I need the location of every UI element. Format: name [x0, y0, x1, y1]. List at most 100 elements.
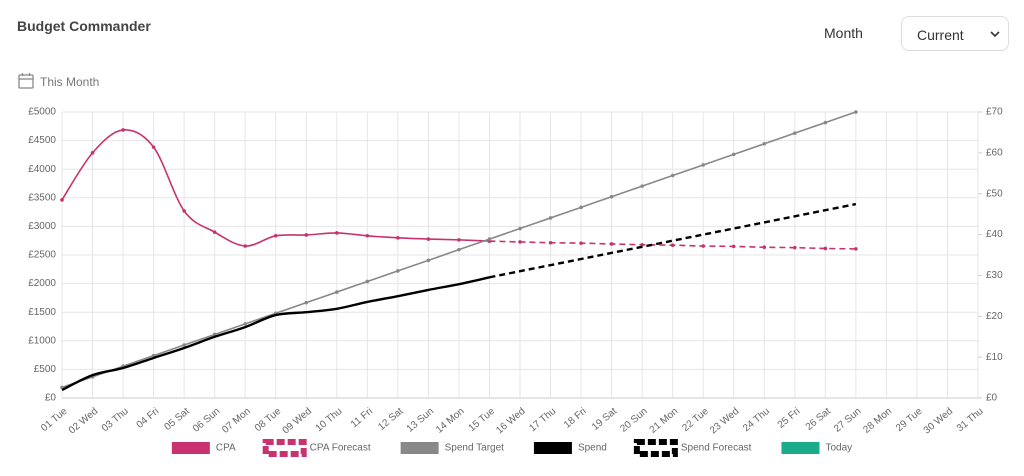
series-point — [762, 245, 767, 250]
series-point — [762, 142, 767, 146]
series-point — [579, 205, 583, 210]
series-point — [854, 110, 858, 114]
x-tick-label: 15 Tue — [467, 406, 498, 434]
legend-swatch — [633, 439, 678, 457]
series-point — [426, 237, 431, 241]
x-tick-label: 29 Tue — [894, 406, 925, 434]
legend-label: CPA Forecast — [310, 443, 371, 454]
series-point — [365, 233, 370, 238]
y2-tick-label: £0 — [986, 393, 998, 404]
series-point — [640, 242, 644, 247]
series-point — [212, 230, 217, 234]
x-tick-label: 03 Thu — [100, 406, 131, 434]
x-tick-label: 31 Thu — [955, 406, 986, 434]
x-tick-label: 20 Sun — [618, 406, 649, 435]
legend-label: Spend Target — [445, 443, 505, 454]
y-tick-label: £3500 — [28, 192, 56, 203]
x-tick-label: 17 Thu — [527, 406, 558, 434]
x-tick-label: 08 Tue — [253, 406, 284, 434]
series-point — [701, 163, 705, 167]
y2-tick-label: £10 — [986, 352, 1003, 363]
x-tick-label: 01 Tue — [39, 406, 70, 434]
series-point — [609, 242, 614, 246]
series-point — [701, 244, 705, 248]
series-point — [121, 128, 125, 132]
series-point — [182, 209, 186, 213]
y-tick-label: £4500 — [28, 135, 56, 146]
x-tick-label: 13 Sun — [405, 406, 436, 435]
series-point — [609, 194, 614, 199]
y2-tick-label: £50 — [986, 188, 1003, 199]
x-tick-label: 16 Wed — [494, 406, 527, 436]
series-point — [823, 120, 828, 125]
legend-label: CPA — [216, 443, 236, 454]
series-point — [823, 246, 828, 251]
y-tick-label: £4000 — [28, 164, 56, 175]
series-point — [457, 247, 461, 252]
y-tick-label: £2500 — [28, 250, 56, 261]
x-tick-label: 21 Mon — [648, 406, 681, 436]
month-select[interactable]: Current — [901, 16, 1009, 51]
y2-tick-label: £20 — [986, 311, 1003, 322]
x-tick-label: 14 Mon — [434, 406, 467, 436]
y2-tick-label: £40 — [986, 229, 1003, 240]
series-point — [335, 231, 339, 235]
series-point — [731, 152, 736, 157]
series-point — [396, 236, 400, 240]
calendar-icon — [18, 73, 34, 89]
y-tick-label: £500 — [34, 364, 57, 375]
series-point — [854, 247, 858, 251]
x-tick-label: 23 Wed — [708, 406, 741, 436]
series-point — [182, 343, 186, 347]
series-point — [548, 216, 553, 220]
legend-label: Spend — [578, 443, 607, 454]
x-tick-label: 07 Mon — [220, 406, 253, 436]
y-tick-label: £1000 — [28, 335, 56, 346]
legend-swatch — [781, 442, 820, 454]
x-tick-label: 05 Sat — [163, 406, 192, 433]
series-line — [61, 276, 490, 392]
series-point — [304, 300, 309, 305]
x-tick-label: 09 Wed — [281, 406, 314, 436]
y2-tick-label: £60 — [986, 147, 1003, 158]
y2-tick-label: £30 — [986, 270, 1003, 281]
series-point — [60, 198, 64, 202]
series-point — [518, 240, 522, 244]
series-point — [304, 233, 309, 237]
x-tick-label: 24 Thu — [741, 406, 772, 434]
series-point — [579, 241, 583, 245]
series-point — [335, 290, 339, 294]
x-tick-label: 25 Fri — [776, 406, 803, 431]
x-tick-label: 26 Sat — [804, 406, 833, 433]
series-point — [731, 244, 736, 249]
series-point — [396, 269, 400, 273]
y-tick-label: £3000 — [28, 221, 56, 232]
series-point — [243, 322, 247, 326]
series-point — [793, 131, 797, 135]
y-tick-label: £2000 — [28, 278, 56, 289]
x-tick-label: 30 Wed — [922, 406, 955, 436]
series-point — [640, 184, 644, 188]
series-point — [273, 233, 278, 238]
x-tick-label: 06 Sun — [191, 406, 222, 435]
legend: CPA CPA Forecast Spend Target Spend Spend Fo… — [171, 439, 852, 457]
y-tick-label: £5000 — [28, 107, 56, 118]
month-select-value: Current — [917, 27, 964, 43]
select-arrow — [990, 31, 1000, 38]
y2-tick-label: £70 — [986, 107, 1003, 118]
series-point — [151, 145, 156, 149]
x-tick-label: 19 Sat — [590, 406, 619, 433]
series-point — [243, 244, 247, 248]
series-point — [457, 238, 461, 242]
x-tick-label: 12 Sat — [376, 406, 405, 433]
series-point — [670, 173, 675, 178]
page-title: Budget Commander — [17, 18, 151, 34]
legend-label: Today — [825, 443, 852, 454]
x-tick-label: 27 Sun — [832, 406, 863, 435]
x-tick-label: 18 Fri — [562, 406, 589, 431]
legend-swatch — [171, 442, 210, 454]
legend-swatch — [533, 442, 572, 454]
x-tick-label: 02 Wed — [67, 406, 100, 436]
